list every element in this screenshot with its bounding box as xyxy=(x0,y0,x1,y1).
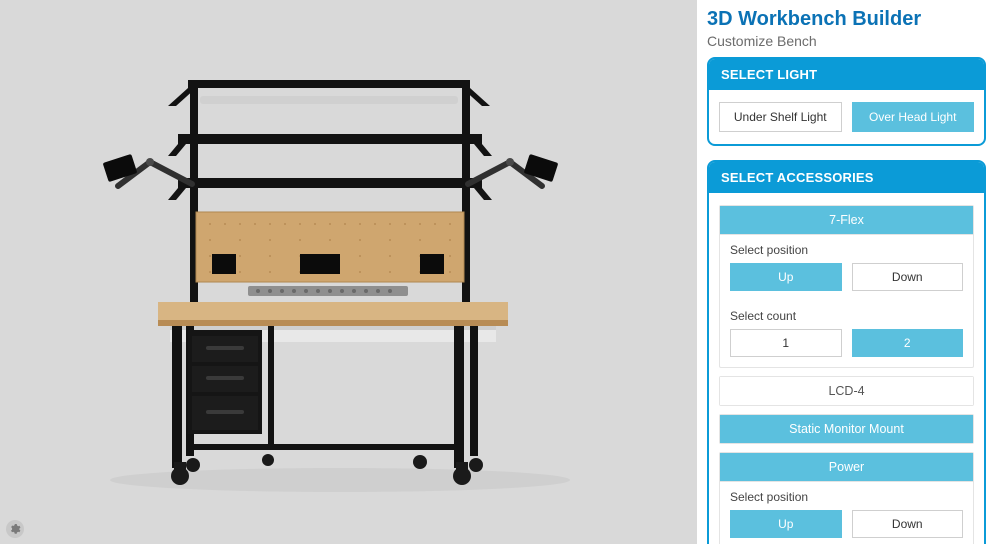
accessory-static-mount: Static Monitor Mount xyxy=(719,414,974,444)
7flex-count-1[interactable]: 1 xyxy=(730,329,842,357)
7flex-position-label: Select position xyxy=(720,235,973,263)
config-sidebar: 3D Workbench Builder Customize Bench SEL… xyxy=(697,0,1000,544)
panel-select-accessories: SELECT ACCESSORIES 7-Flex Select positio… xyxy=(707,160,986,544)
7flex-position-up[interactable]: Up xyxy=(730,263,842,291)
accessory-lcd4: LCD-4 xyxy=(719,376,974,406)
accessory-7flex: 7-Flex Select position Up Down Select co… xyxy=(719,205,974,368)
accessory-static-mount-header[interactable]: Static Monitor Mount xyxy=(720,415,973,443)
accessory-power: Power Select position Up Down Number of … xyxy=(719,452,974,544)
7flex-count-2[interactable]: 2 xyxy=(852,329,964,357)
7flex-position-down[interactable]: Down xyxy=(852,263,964,291)
panel-header-light: SELECT LIGHT xyxy=(709,59,984,90)
light-option-under-shelf[interactable]: Under Shelf Light xyxy=(719,102,842,132)
preview-canvas[interactable] xyxy=(0,0,697,544)
power-position-down[interactable]: Down xyxy=(852,510,964,538)
7flex-count-label: Select count xyxy=(720,301,973,329)
page-title: 3D Workbench Builder xyxy=(707,8,986,31)
light-option-over-head[interactable]: Over Head Light xyxy=(852,102,975,132)
power-position-up[interactable]: Up xyxy=(730,510,842,538)
accessory-7flex-header[interactable]: 7-Flex xyxy=(720,206,973,234)
accessory-power-header[interactable]: Power xyxy=(720,453,973,481)
page-subtitle: Customize Bench xyxy=(707,33,986,49)
gear-icon[interactable] xyxy=(6,520,24,538)
accessory-lcd4-header[interactable]: LCD-4 xyxy=(720,377,973,405)
power-position-label: Select position xyxy=(720,482,973,510)
panel-select-light: SELECT LIGHT Under Shelf Light Over Head… xyxy=(707,57,986,146)
panel-header-accessories: SELECT ACCESSORIES xyxy=(709,162,984,193)
